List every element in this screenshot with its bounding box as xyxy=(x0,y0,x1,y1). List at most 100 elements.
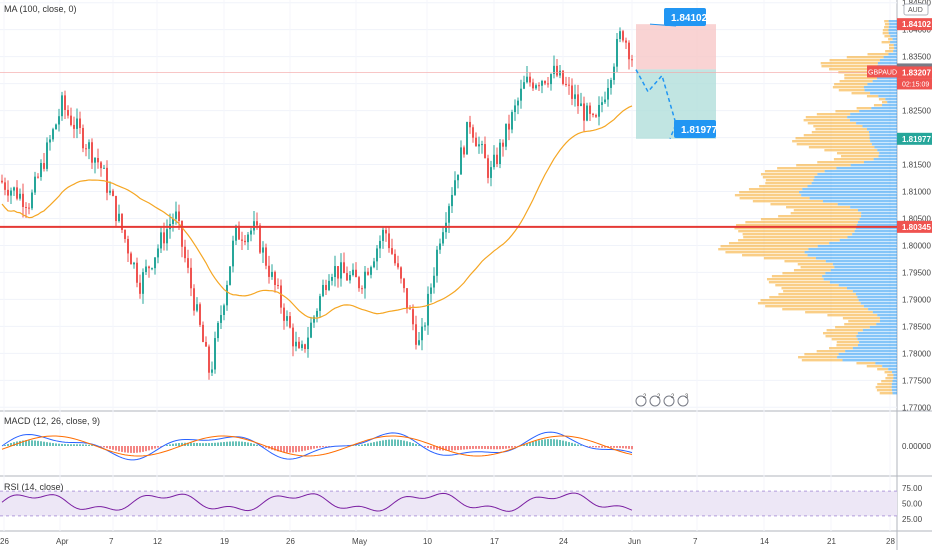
time-tick-label: 17 xyxy=(490,537,499,546)
macd-histogram-bar xyxy=(85,444,87,446)
candle-body xyxy=(310,322,312,338)
candle-body xyxy=(205,341,207,347)
candle-body xyxy=(451,194,453,207)
vp-bar xyxy=(803,119,850,122)
candle-body xyxy=(274,271,276,285)
macd-histogram-bar xyxy=(295,446,297,453)
vp-bar xyxy=(891,383,897,386)
macd-histogram-bar xyxy=(388,439,390,446)
candle-body xyxy=(304,344,306,349)
macd-histogram-bar xyxy=(103,446,105,448)
vp-bar xyxy=(882,104,897,107)
macd-histogram-bar xyxy=(577,444,579,446)
vp-bar xyxy=(881,101,888,104)
vp-bar xyxy=(878,95,897,98)
macd-histogram-bar xyxy=(115,446,117,451)
macd-pane[interactable] xyxy=(1,431,633,461)
vp-bar xyxy=(861,215,897,218)
candle-body xyxy=(118,213,120,222)
candle-body xyxy=(265,247,267,266)
vp-bar xyxy=(832,263,897,266)
candle-body xyxy=(370,267,372,275)
macd-histogram-bar xyxy=(247,442,249,446)
vp-bar xyxy=(835,326,870,329)
candle-body xyxy=(601,102,603,105)
candle-body xyxy=(190,267,192,289)
candle-body xyxy=(307,337,309,349)
vp-bar xyxy=(778,215,862,218)
candle-body xyxy=(193,288,195,311)
candle-body xyxy=(145,266,147,273)
macd-histogram-bar xyxy=(418,445,420,446)
vp-bar xyxy=(825,260,897,263)
candle-body xyxy=(511,112,513,130)
candle-body xyxy=(442,232,444,244)
candle-body xyxy=(547,83,549,85)
candle-body xyxy=(238,225,240,240)
candle-body xyxy=(94,158,96,163)
macd-histogram-bar xyxy=(280,446,282,452)
candlesticks[interactable] xyxy=(1,27,633,380)
candle-body xyxy=(553,65,555,75)
candle-body xyxy=(325,284,327,291)
event-count: 2 xyxy=(657,394,661,400)
candle-body xyxy=(187,258,189,268)
vp-bar xyxy=(771,275,823,278)
vp-bar xyxy=(888,26,897,29)
vp-bar xyxy=(841,155,879,158)
macd-histogram-bar xyxy=(190,442,192,446)
macd-histogram-bar xyxy=(589,446,591,447)
macd-indicator-label[interactable]: MACD (12, 26, close, 9) xyxy=(4,416,101,426)
macd-histogram-bar xyxy=(379,440,381,446)
vp-bar xyxy=(734,227,856,230)
vp-bar xyxy=(811,182,897,185)
vp-bar xyxy=(863,161,897,164)
candle-body xyxy=(523,82,525,89)
vp-bar xyxy=(834,83,868,86)
ma-indicator-label[interactable]: MA (100, close, 0) xyxy=(4,4,77,14)
macd-histogram-bar xyxy=(385,439,387,446)
candle-body xyxy=(532,82,534,89)
candle-body xyxy=(508,123,510,130)
candle-body xyxy=(250,230,252,235)
macd-histogram-bar xyxy=(286,446,288,453)
rsi-indicator-label[interactable]: RSI (14, close) xyxy=(4,482,64,492)
rsi-pane[interactable] xyxy=(0,490,897,517)
vp-bar xyxy=(807,185,897,188)
candle-body xyxy=(367,271,369,275)
vp-bar xyxy=(869,137,897,140)
vp-bar xyxy=(884,23,890,26)
candle-body xyxy=(259,225,261,253)
macd-histogram-bar xyxy=(322,446,324,448)
macd-histogram-bar xyxy=(457,446,459,451)
vp-bar xyxy=(765,305,864,308)
vp-bar xyxy=(811,131,869,134)
vp-bar xyxy=(728,242,830,245)
candle-body xyxy=(460,147,462,175)
candle-body xyxy=(559,70,561,76)
vp-bar xyxy=(782,272,826,275)
vp-bar xyxy=(888,32,897,35)
vp-bar xyxy=(888,53,897,56)
vp-bar xyxy=(888,29,897,32)
macd-histogram-bar xyxy=(178,443,180,446)
macd-histogram-bar xyxy=(289,446,291,453)
macd-histogram-bar xyxy=(460,446,462,450)
vp-bar xyxy=(874,146,897,149)
time-tick-label: 10 xyxy=(423,537,432,546)
macd-histogram-bar xyxy=(310,446,312,450)
macd-histogram-bar xyxy=(106,446,108,449)
candle-body xyxy=(229,266,231,285)
vp-bar xyxy=(839,239,897,242)
vp-bar xyxy=(881,41,891,44)
macd-histogram-bar xyxy=(148,446,150,451)
macd-histogram-bar xyxy=(55,443,57,446)
vp-bar xyxy=(856,107,872,110)
candle-body xyxy=(538,85,540,87)
vp-bar xyxy=(873,158,897,161)
candle-body xyxy=(223,305,225,316)
candle-body xyxy=(157,248,159,258)
macd-zero-label: 0.00000 xyxy=(902,442,931,451)
vp-bar xyxy=(879,392,893,395)
